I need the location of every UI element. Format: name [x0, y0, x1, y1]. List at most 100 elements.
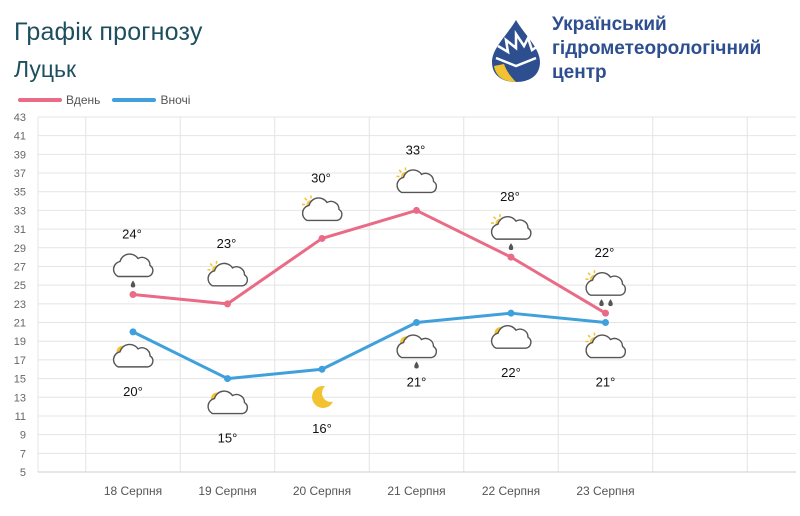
data-point-day: [602, 309, 609, 317]
rain-drop: [130, 280, 136, 288]
series-line-day: [132, 208, 607, 315]
data-point-day: [507, 253, 515, 261]
day-temp-label: 33°: [406, 142, 426, 157]
cloud-shape: [112, 343, 154, 368]
ukrhydromet-logo: [486, 16, 796, 86]
sun-ray: [587, 272, 591, 276]
chart-title: Графік прогнозу: [14, 18, 203, 46]
rain-drop: [599, 299, 604, 307]
data-point-night: [318, 365, 326, 373]
data-point-day: [129, 291, 137, 298]
cloud-shape: [112, 253, 154, 278]
data-point-night: [507, 309, 515, 317]
moon-cloud-rain-icon: [396, 334, 438, 369]
data-point-night: [224, 375, 231, 383]
sun-ray: [493, 216, 497, 220]
y-tick-label: 13: [14, 392, 26, 404]
night-temp-label: 21°: [596, 375, 616, 390]
cloud-shape: [396, 334, 438, 359]
moon-icon: [312, 385, 333, 408]
night-temp-label: 15°: [218, 431, 238, 446]
y-tick-label: 29: [14, 243, 26, 255]
day-temp-label: 28°: [500, 189, 520, 204]
logo-line-2: гідрометеорологічний: [552, 38, 762, 59]
x-tick-label: 22 Серпня: [482, 484, 540, 498]
legend-label-night: Вночі: [160, 93, 191, 107]
legend-item-night[interactable]: Вночі: [112, 93, 190, 107]
legend-label-day: Вдень: [66, 93, 101, 107]
x-tick-label: 20 Серпня: [293, 484, 351, 498]
logo-line-3: центр: [552, 62, 607, 83]
day-temp-label: 23°: [217, 236, 237, 251]
rain-drop: [608, 299, 613, 307]
y-tick-label: 43: [14, 112, 26, 124]
logo-line-1: Український: [552, 14, 667, 35]
sun-cloud-icon: [301, 195, 343, 222]
cloud-shape: [490, 325, 532, 349]
drop-logo-icon: [492, 20, 540, 82]
cloud-shape: [396, 169, 438, 194]
cloud-shape: [207, 390, 249, 415]
y-tick-label: 35: [14, 187, 26, 199]
moon-cloud-icon: [112, 343, 154, 368]
y-tick-label: 25: [14, 280, 26, 292]
sun-cloud-icon: [396, 167, 438, 194]
y-tick-label: 9: [20, 430, 26, 442]
y-tick-label: 39: [14, 149, 26, 161]
x-tick-label: 19 Серпня: [198, 484, 256, 498]
data-point-day: [413, 206, 420, 214]
day-temp-label: 30°: [311, 170, 331, 185]
city-name: Луцьк: [14, 56, 77, 82]
cloud-shape: [585, 334, 627, 359]
data-point-night: [413, 319, 420, 327]
rain-drop: [414, 361, 419, 369]
data-point-night: [602, 319, 609, 327]
y-tick-label: 21: [14, 318, 26, 330]
legend-item-day[interactable]: Вдень: [18, 93, 100, 107]
cloud-shape: [585, 272, 627, 296]
legend-swatch-day: [18, 98, 62, 102]
legend-swatch-night: [112, 98, 157, 102]
y-tick-label: 23: [14, 299, 26, 311]
sun-ray: [398, 169, 402, 173]
x-tick-label: 21 Серпня: [387, 484, 445, 498]
night-temp-label: 22°: [501, 365, 521, 380]
day-temp-label: 22°: [595, 245, 615, 260]
y-tick-label: 37: [14, 168, 26, 180]
rain-drop: [508, 243, 514, 251]
y-tick-label: 33: [14, 205, 26, 217]
sun-ray: [587, 334, 591, 338]
cloud-rain-icon: [112, 253, 154, 288]
sun-cloud-heavy-rain-icon: [585, 270, 627, 307]
data-point-day: [318, 234, 326, 242]
night-temp-label: 20°: [123, 384, 143, 399]
y-tick-label: 19: [14, 336, 26, 348]
night-temp-label: 21°: [407, 375, 427, 390]
sun-ray: [304, 197, 308, 201]
series-line-night: [132, 311, 606, 381]
moon-shape: [312, 385, 333, 408]
data-point-day: [224, 300, 231, 308]
day-temp-label: 24°: [122, 227, 142, 242]
moon-cloud-icon: [490, 325, 532, 349]
sun-cloud-icon: [207, 260, 249, 287]
sun-cloud-rain-icon: [490, 214, 532, 251]
y-tick-label: 11: [15, 411, 26, 423]
cloud-shape: [490, 215, 532, 240]
cloud-shape: [207, 262, 249, 287]
data-point-night: [129, 328, 137, 336]
y-tick-label: 31: [14, 224, 26, 236]
x-tick-label: 18 Серпня: [104, 484, 162, 498]
sun-ray: [209, 262, 213, 267]
y-tick-label: 5: [20, 467, 26, 479]
y-tick-label: 41: [14, 131, 26, 143]
y-tick-label: 7: [20, 448, 26, 460]
y-tick-label: 27: [14, 261, 26, 273]
moon-cloud-icon: [207, 390, 249, 415]
cloud-shape: [301, 197, 343, 222]
sun-cloud-icon: [585, 332, 627, 359]
y-tick-label: 15: [14, 374, 26, 386]
x-tick-label: 23 Серпня: [576, 484, 634, 498]
chart-legend: Вдень Вночі: [18, 93, 202, 107]
